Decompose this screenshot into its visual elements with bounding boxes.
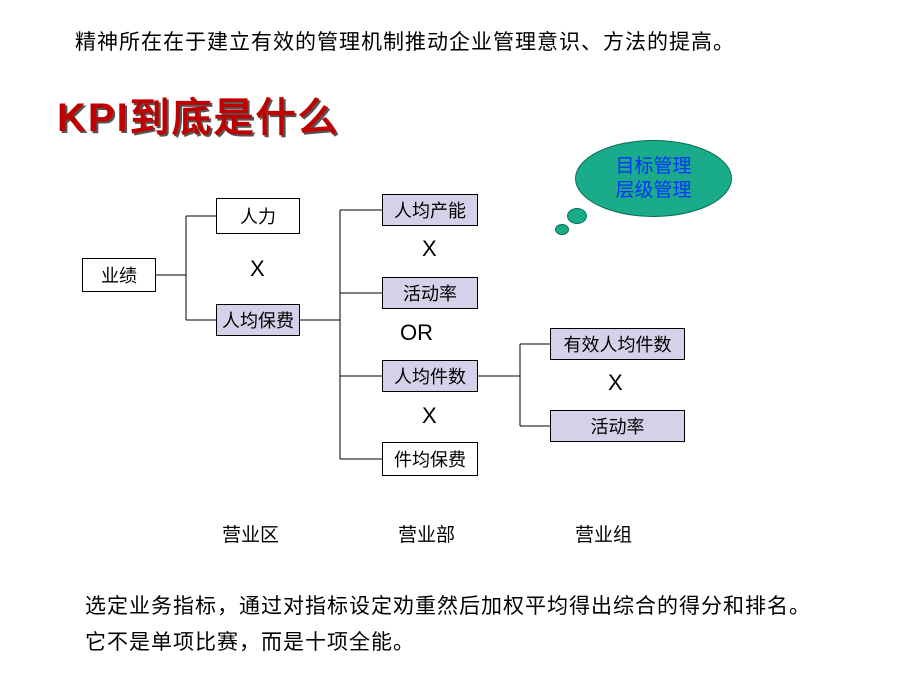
footer-line-2: 它不是单项比赛，而是十项全能。 — [85, 624, 415, 660]
footer-line-1: 选定业务指标，通过对指标设定劝重然后加权平均得出综合的得分和排名。 — [85, 588, 811, 624]
node-renjunbaofei: 人均保费 — [216, 304, 300, 336]
cloud-bubble: 目标管理 层级管理 — [575, 140, 732, 217]
node-renjunchangneng: 人均产能 — [382, 194, 478, 226]
node-jianjunbaofei: 件均保费 — [382, 442, 478, 476]
operator-x1: X — [250, 256, 265, 282]
node-renli: 人力 — [216, 198, 300, 234]
node-huodonglv1: 活动率 — [382, 277, 478, 309]
operator-x2: X — [422, 236, 437, 262]
node-huodonglv2: 活动率 — [550, 410, 685, 442]
column-label-3: 营业组 — [575, 520, 632, 547]
operator-or: OR — [400, 320, 433, 346]
cloud-line1: 目标管理 — [615, 155, 691, 179]
operator-x4: X — [608, 370, 623, 396]
column-label-1: 营业区 — [222, 520, 279, 547]
operator-x3: X — [422, 403, 437, 429]
cloud-dot-icon — [567, 208, 587, 224]
node-renjunjianshu: 人均件数 — [382, 360, 478, 392]
column-label-2: 营业部 — [398, 520, 455, 547]
cloud-dot-icon — [555, 224, 569, 235]
node-youxiao: 有效人均件数 — [550, 328, 685, 360]
intro-text: 精神所在在于建立有效的管理机制推动企业管理意识、方法的提高。 — [75, 26, 735, 56]
slide-title: KPI到底是什么 — [57, 85, 340, 143]
node-yeji: 业绩 — [82, 258, 156, 292]
cloud-line2: 层级管理 — [615, 179, 691, 203]
slide: 精神所在在于建立有效的管理机制推动企业管理意识、方法的提高。 KPI到底是什么 … — [0, 0, 920, 690]
thought-cloud: 目标管理 层级管理 — [555, 140, 735, 235]
